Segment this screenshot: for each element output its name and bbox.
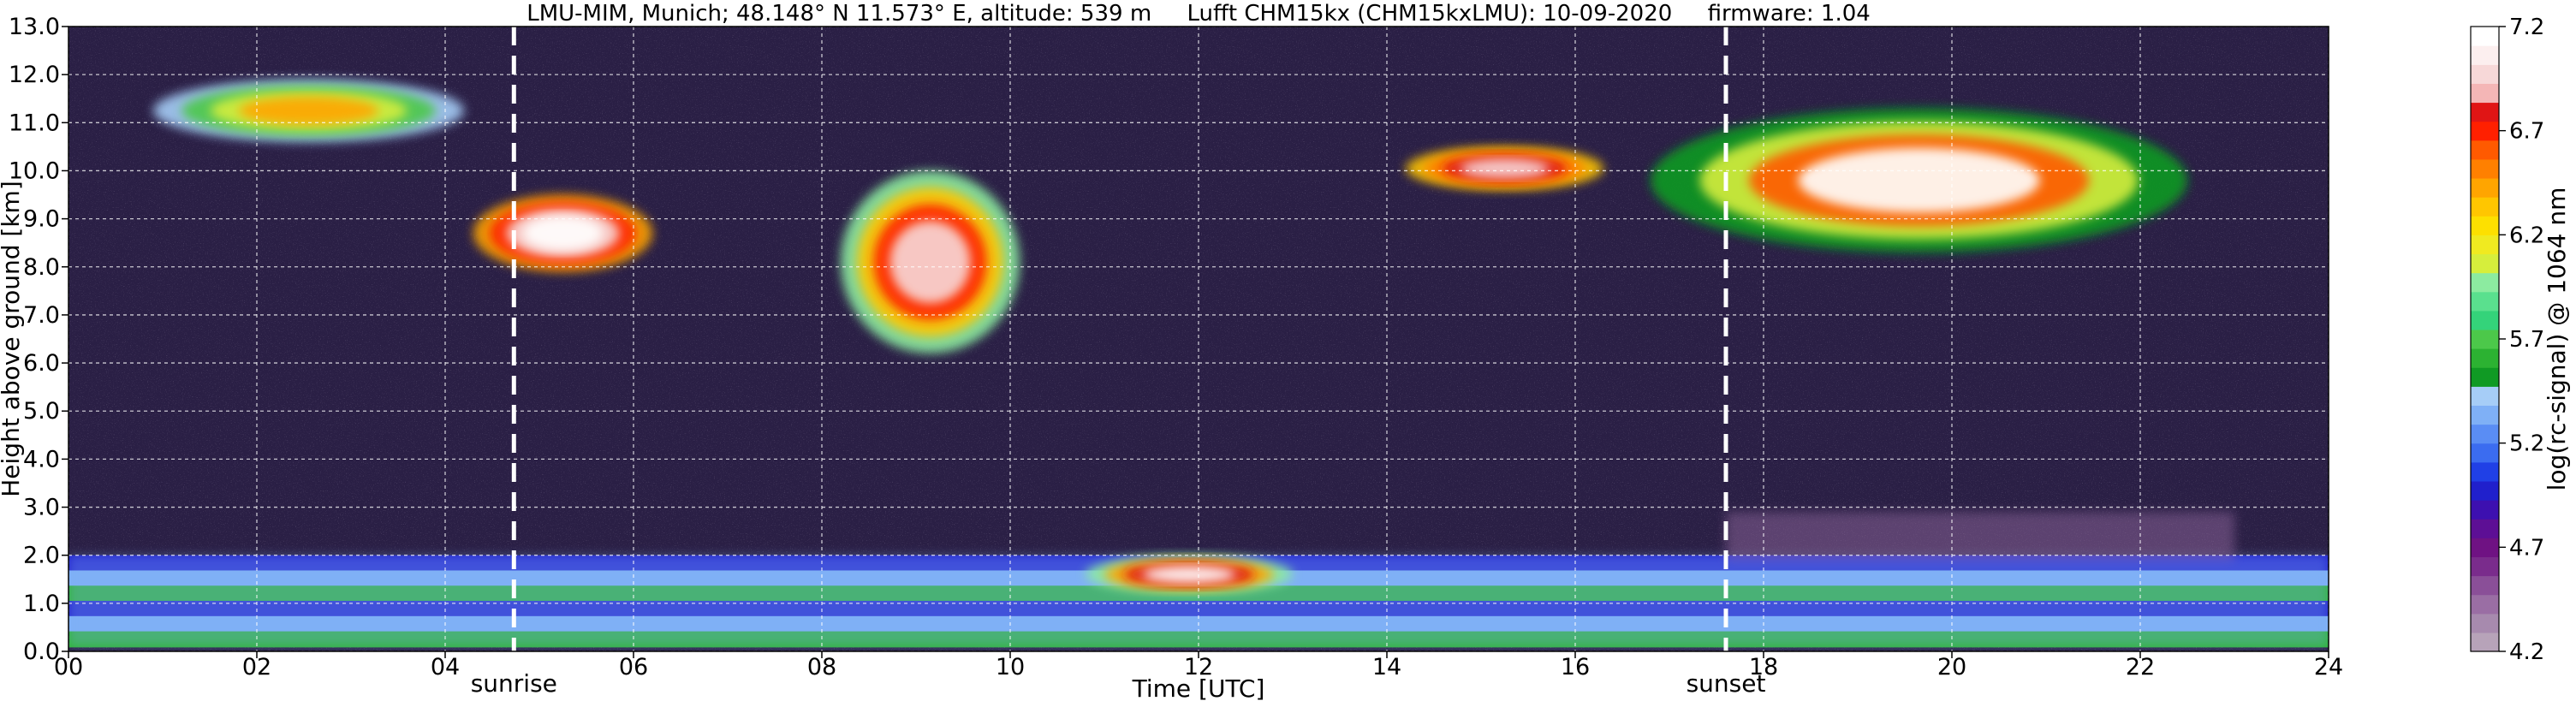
y-tick-label: 1.0	[23, 591, 60, 617]
colorbar-segment	[2471, 310, 2499, 330]
colorbar-segment	[2471, 367, 2499, 387]
colorbar-segment	[2471, 216, 2499, 235]
y-tick-label: 10.0	[9, 157, 60, 184]
colorbar-segment	[2471, 272, 2499, 293]
feature-cirrus-evening	[1651, 108, 2187, 253]
colorbar-segment	[2471, 613, 2499, 633]
feature-cloud-base-convective	[1086, 555, 1293, 594]
y-tick-label: 3.0	[23, 495, 60, 521]
cirrus-evening-core	[1798, 147, 2040, 213]
colorbar-segment	[2471, 348, 2499, 368]
x-tick-label: 14	[1372, 654, 1401, 680]
colorbar-segment	[2471, 45, 2499, 65]
x-tick-label: 00	[54, 654, 83, 680]
x-tick-label: 22	[2126, 654, 2155, 680]
colorbar-tick-label: 7.2	[2509, 15, 2544, 40]
x-tick-label: 20	[1937, 654, 1966, 680]
cirrus-afternoon-core	[1460, 158, 1550, 179]
colorbar-segment	[2471, 253, 2499, 274]
colorbar-segment	[2471, 519, 2499, 538]
cloud-base-convective-core	[1142, 566, 1236, 584]
y-tick-label: 9.0	[23, 206, 60, 233]
colorbar-segment	[2471, 64, 2499, 84]
y-tick-label: 2.0	[23, 543, 60, 569]
cirrus-morning-core	[522, 216, 604, 251]
colorbar-segment	[2471, 329, 2499, 349]
y-tick-label: 13.0	[9, 14, 60, 40]
y-axis-label: Height above ground [km]	[0, 181, 25, 497]
feature-cirrus-early	[153, 79, 464, 142]
colorbar-segment	[2471, 575, 2499, 596]
colorbar-segment	[2471, 386, 2499, 407]
colorbar-segment	[2471, 197, 2499, 217]
chart-title: LMU-MIM, Munich; 48.148° N 11.573° E, al…	[527, 1, 1871, 27]
y-tick-label: 6.0	[23, 350, 60, 377]
colorbar-segment	[2471, 443, 2499, 463]
x-tick-label: 24	[2314, 654, 2343, 680]
colorbar-segment	[2471, 235, 2499, 255]
feature-cirrus-afternoon	[1406, 146, 1603, 190]
colorbar-segment	[2471, 405, 2499, 425]
colorbar-segment	[2471, 632, 2499, 652]
colorbar-tick-label: 4.2	[2509, 639, 2544, 665]
colorbar-segment	[2471, 424, 2499, 444]
y-tick-label: 7.0	[23, 302, 60, 329]
colorbar-segment	[2471, 102, 2499, 122]
y-tick-label: 12.0	[9, 62, 60, 88]
aerosol-patch	[1726, 512, 2234, 561]
x-tick-label: 12	[1184, 654, 1213, 680]
colorbar-label: log(rc-signal) @ 1064 nm	[2543, 187, 2571, 491]
x-tick-label: 08	[807, 654, 836, 680]
colorbar-segment	[2471, 461, 2499, 482]
colorbar-tick-label: 5.7	[2509, 327, 2544, 353]
colorbar-segment	[2471, 291, 2499, 312]
y-tick-label: 0.0	[23, 639, 60, 665]
colorbar-tick-label: 6.7	[2509, 119, 2544, 145]
cirrus-early-core	[238, 96, 379, 125]
marker-label-sunset: sunset	[1687, 669, 1766, 698]
y-tick-label: 5.0	[23, 398, 60, 425]
colorbar-segment	[2471, 83, 2499, 104]
grid	[68, 27, 2329, 651]
axes: sunrise sunset 00 02 04 06 08 10 12 14 16 18 20 22 24 0…	[9, 14, 2343, 698]
x-axis-label: Time [UTC]	[1132, 674, 1265, 703]
y-tick-label: 8.0	[23, 254, 60, 281]
x-tick-label: 16	[1561, 654, 1590, 680]
colorbar-tick-label: 4.7	[2509, 535, 2544, 561]
x-tick-label: 06	[619, 654, 648, 680]
y-tick-label: 11.0	[9, 110, 60, 136]
feature-residual-layer-aerosol	[1726, 512, 2234, 561]
colorbar-segment	[2471, 480, 2499, 501]
x-tick-label: 10	[996, 654, 1025, 680]
colorbar: 4.2 4.7 5.2 5.7 6.2 6.7 7.2	[2470, 15, 2544, 665]
cirrus-fallstreak-core	[889, 221, 971, 304]
colorbar-segment	[2471, 500, 2499, 520]
plot-area	[68, 27, 2329, 651]
feature-cirrus-morning	[473, 194, 652, 272]
colorbar-segment	[2471, 177, 2499, 198]
colorbar-segment	[2471, 121, 2499, 141]
colorbar-segment	[2471, 140, 2499, 160]
colorbar-tick-label: 6.2	[2509, 223, 2544, 248]
y-tick-label: 4.0	[23, 446, 60, 472]
x-tick-label: 02	[242, 654, 271, 680]
colorbar-segment	[2471, 158, 2499, 179]
colorbar-segment	[2471, 594, 2499, 615]
colorbar-segment	[2471, 538, 2499, 557]
x-tick-label: 18	[1749, 654, 1778, 680]
colorbar-segment	[2471, 27, 2499, 46]
colorbar-tick-label: 5.2	[2509, 431, 2544, 457]
x-tick-label: 04	[431, 654, 460, 680]
marker-label-sunrise: sunrise	[471, 669, 557, 698]
colorbar-segment	[2471, 556, 2499, 577]
feature-cirrus-fallstreak	[841, 170, 1020, 354]
